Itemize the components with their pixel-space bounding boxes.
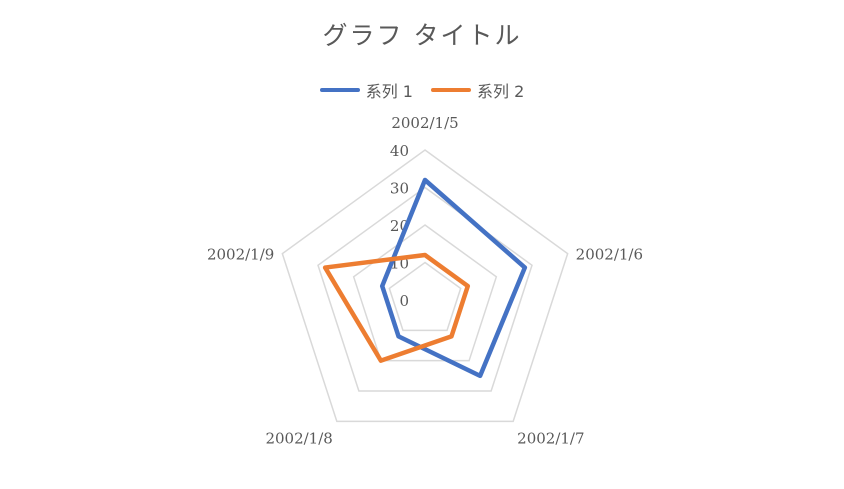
category-label: 2002/1/5 <box>391 114 458 132</box>
legend-label-series-2: 系列 2 <box>477 82 525 101</box>
legend-swatch-series-2 <box>431 88 471 92</box>
grid-ring-2 <box>352 224 498 362</box>
category-label: 2002/1/9 <box>207 246 274 264</box>
radar-grid <box>281 149 569 423</box>
legend-item-series-1[interactable]: 系列 1 <box>319 78 413 102</box>
category-label: 2002/1/8 <box>265 429 332 447</box>
grid-ring-3 <box>317 186 533 392</box>
grid-ring-4 <box>281 149 569 423</box>
chart-legend: 系列 1 系列 2 <box>0 78 844 102</box>
radial-tick-label: 30 <box>390 180 409 198</box>
radial-tick-label: 0 <box>399 292 409 310</box>
series-lines <box>322 177 528 379</box>
legend-item-series-2[interactable]: 系列 2 <box>431 78 524 102</box>
radial-tick-label: 40 <box>390 142 409 160</box>
chart-title: グラフ タイトル <box>322 21 522 50</box>
series-line-2[interactable] <box>322 252 471 363</box>
grid-ring-1 <box>388 261 462 332</box>
category-label: 2002/1/7 <box>517 429 584 447</box>
category-label: 2002/1/6 <box>576 246 643 264</box>
category-labels: 2002/1/5 2002/1/6 2002/1/7 2002/1/8 2002/1/9 <box>207 114 643 447</box>
series-line-1[interactable] <box>379 177 528 379</box>
legend-swatch-series-1 <box>319 88 360 92</box>
legend-label-series-1: 系列 1 <box>365 82 413 101</box>
